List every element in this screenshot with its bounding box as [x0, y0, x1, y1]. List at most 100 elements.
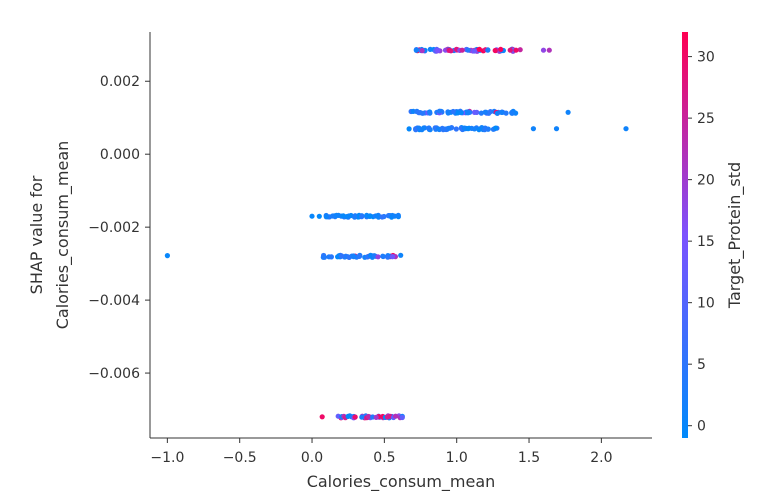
scatter-point	[352, 414, 358, 420]
scatter-point	[513, 47, 519, 53]
scatter-point	[398, 252, 404, 258]
scatter-point	[453, 126, 459, 132]
scatter-point	[164, 253, 170, 259]
scatter-point	[319, 414, 325, 420]
scatter-point	[494, 110, 500, 116]
scatter-point	[339, 253, 345, 259]
colorbar-tick-label: 30	[697, 50, 715, 66]
points-layer	[164, 46, 629, 421]
scatter-point	[435, 126, 441, 132]
scatter-point	[482, 127, 488, 133]
x-axis-label: Calories_consum_mean	[307, 472, 496, 492]
scatter-point	[530, 126, 537, 132]
scatter-point	[492, 47, 498, 54]
colorbar-tick-label: 10	[697, 296, 715, 312]
scatter-point	[465, 126, 471, 132]
scatter-point	[517, 47, 523, 53]
scatter-point	[373, 414, 379, 420]
scatter-point	[448, 48, 454, 54]
scatter-point	[392, 213, 398, 219]
scatter-point	[476, 127, 482, 133]
scatter-point	[493, 125, 499, 131]
x-ticks: −1.0 −0.5 0.0 0.5 1.0 1.5 2.0	[150, 438, 612, 466]
y-tick-label: 0.000	[100, 147, 140, 163]
x-tick-label: 1.5	[518, 450, 540, 466]
scatter-point	[323, 214, 329, 220]
scatter-point	[344, 214, 350, 220]
scatter-point	[321, 254, 328, 260]
scatter-point	[421, 125, 427, 131]
scatter-point	[450, 108, 456, 115]
scatter-point	[540, 47, 547, 53]
scatter-point	[509, 110, 515, 116]
scatter-point	[359, 214, 365, 220]
scatter-point	[406, 126, 412, 132]
colorbar-tick-label: 0	[697, 419, 706, 435]
scatter-point	[436, 108, 443, 114]
colorbar-tick-label: 25	[697, 111, 715, 127]
scatter-point	[485, 47, 491, 53]
colorbar-tick-label: 5	[697, 357, 706, 373]
scatter-point	[367, 213, 373, 219]
scatter-point	[458, 110, 464, 116]
scatter-point	[474, 109, 480, 115]
y-tick-label: −0.006	[88, 366, 140, 382]
y-ticks: 0.002 0.000 −0.002 −0.004 −0.006	[88, 74, 150, 382]
scatter-point	[546, 47, 552, 53]
scatter-point	[357, 253, 363, 259]
scatter-point	[498, 46, 504, 53]
scatter-point	[426, 125, 432, 131]
scatter-point	[352, 214, 358, 220]
x-tick-label: 0.5	[373, 450, 395, 466]
scatter-point	[375, 254, 381, 260]
scatter-point	[471, 48, 477, 54]
scatter-point	[459, 47, 465, 53]
scatter-point	[465, 47, 471, 53]
scatter-point	[565, 109, 571, 115]
scatter-point	[465, 110, 471, 116]
scatter-point	[420, 110, 426, 116]
scatter-point	[427, 110, 433, 116]
scatter-point	[435, 48, 441, 54]
colorbar	[682, 32, 688, 438]
scatter-point	[385, 254, 391, 260]
scatter-point	[328, 254, 334, 260]
scatter-point	[316, 213, 322, 219]
scatter-point	[366, 413, 372, 420]
scatter-point	[623, 126, 629, 132]
scatter-point	[445, 110, 451, 116]
scatter-point	[379, 214, 385, 220]
y-tick-label: 0.002	[100, 74, 140, 90]
scatter-point	[482, 109, 488, 115]
scatter-point	[553, 126, 560, 132]
scatter-point	[375, 214, 382, 220]
scatter-point	[389, 254, 396, 260]
colorbar-tick-label: 20	[697, 173, 715, 189]
y-axis-label-line-2: Calories_consum_mean	[53, 141, 73, 330]
scatter-point	[445, 125, 452, 131]
scatter-point	[335, 212, 342, 218]
x-tick-label: −1.0	[150, 450, 184, 466]
x-tick-label: 0.0	[301, 450, 323, 466]
scatter-point	[478, 110, 484, 116]
scatter-point	[476, 46, 482, 53]
x-tick-label: 1.0	[446, 450, 468, 466]
x-tick-label: 2.0	[590, 450, 612, 466]
scatter-point	[507, 47, 513, 53]
scatter-point	[471, 126, 478, 132]
scatter-point	[499, 109, 505, 115]
y-axis-label-line-1: SHAP value for	[27, 175, 46, 294]
scatter-point	[309, 213, 315, 219]
scatter-point	[416, 125, 422, 131]
scatter-point	[359, 414, 365, 420]
scatter-point	[399, 414, 405, 421]
scatter-point	[368, 252, 374, 258]
colorbar-ticks: 0 5 10 15 20 25 30	[688, 50, 715, 435]
scatter-point	[419, 48, 425, 54]
colorbar-tick-label: 15	[697, 234, 715, 250]
scatter-point	[393, 413, 399, 419]
x-tick-label: −0.5	[223, 450, 257, 466]
scatter-point	[503, 110, 509, 116]
